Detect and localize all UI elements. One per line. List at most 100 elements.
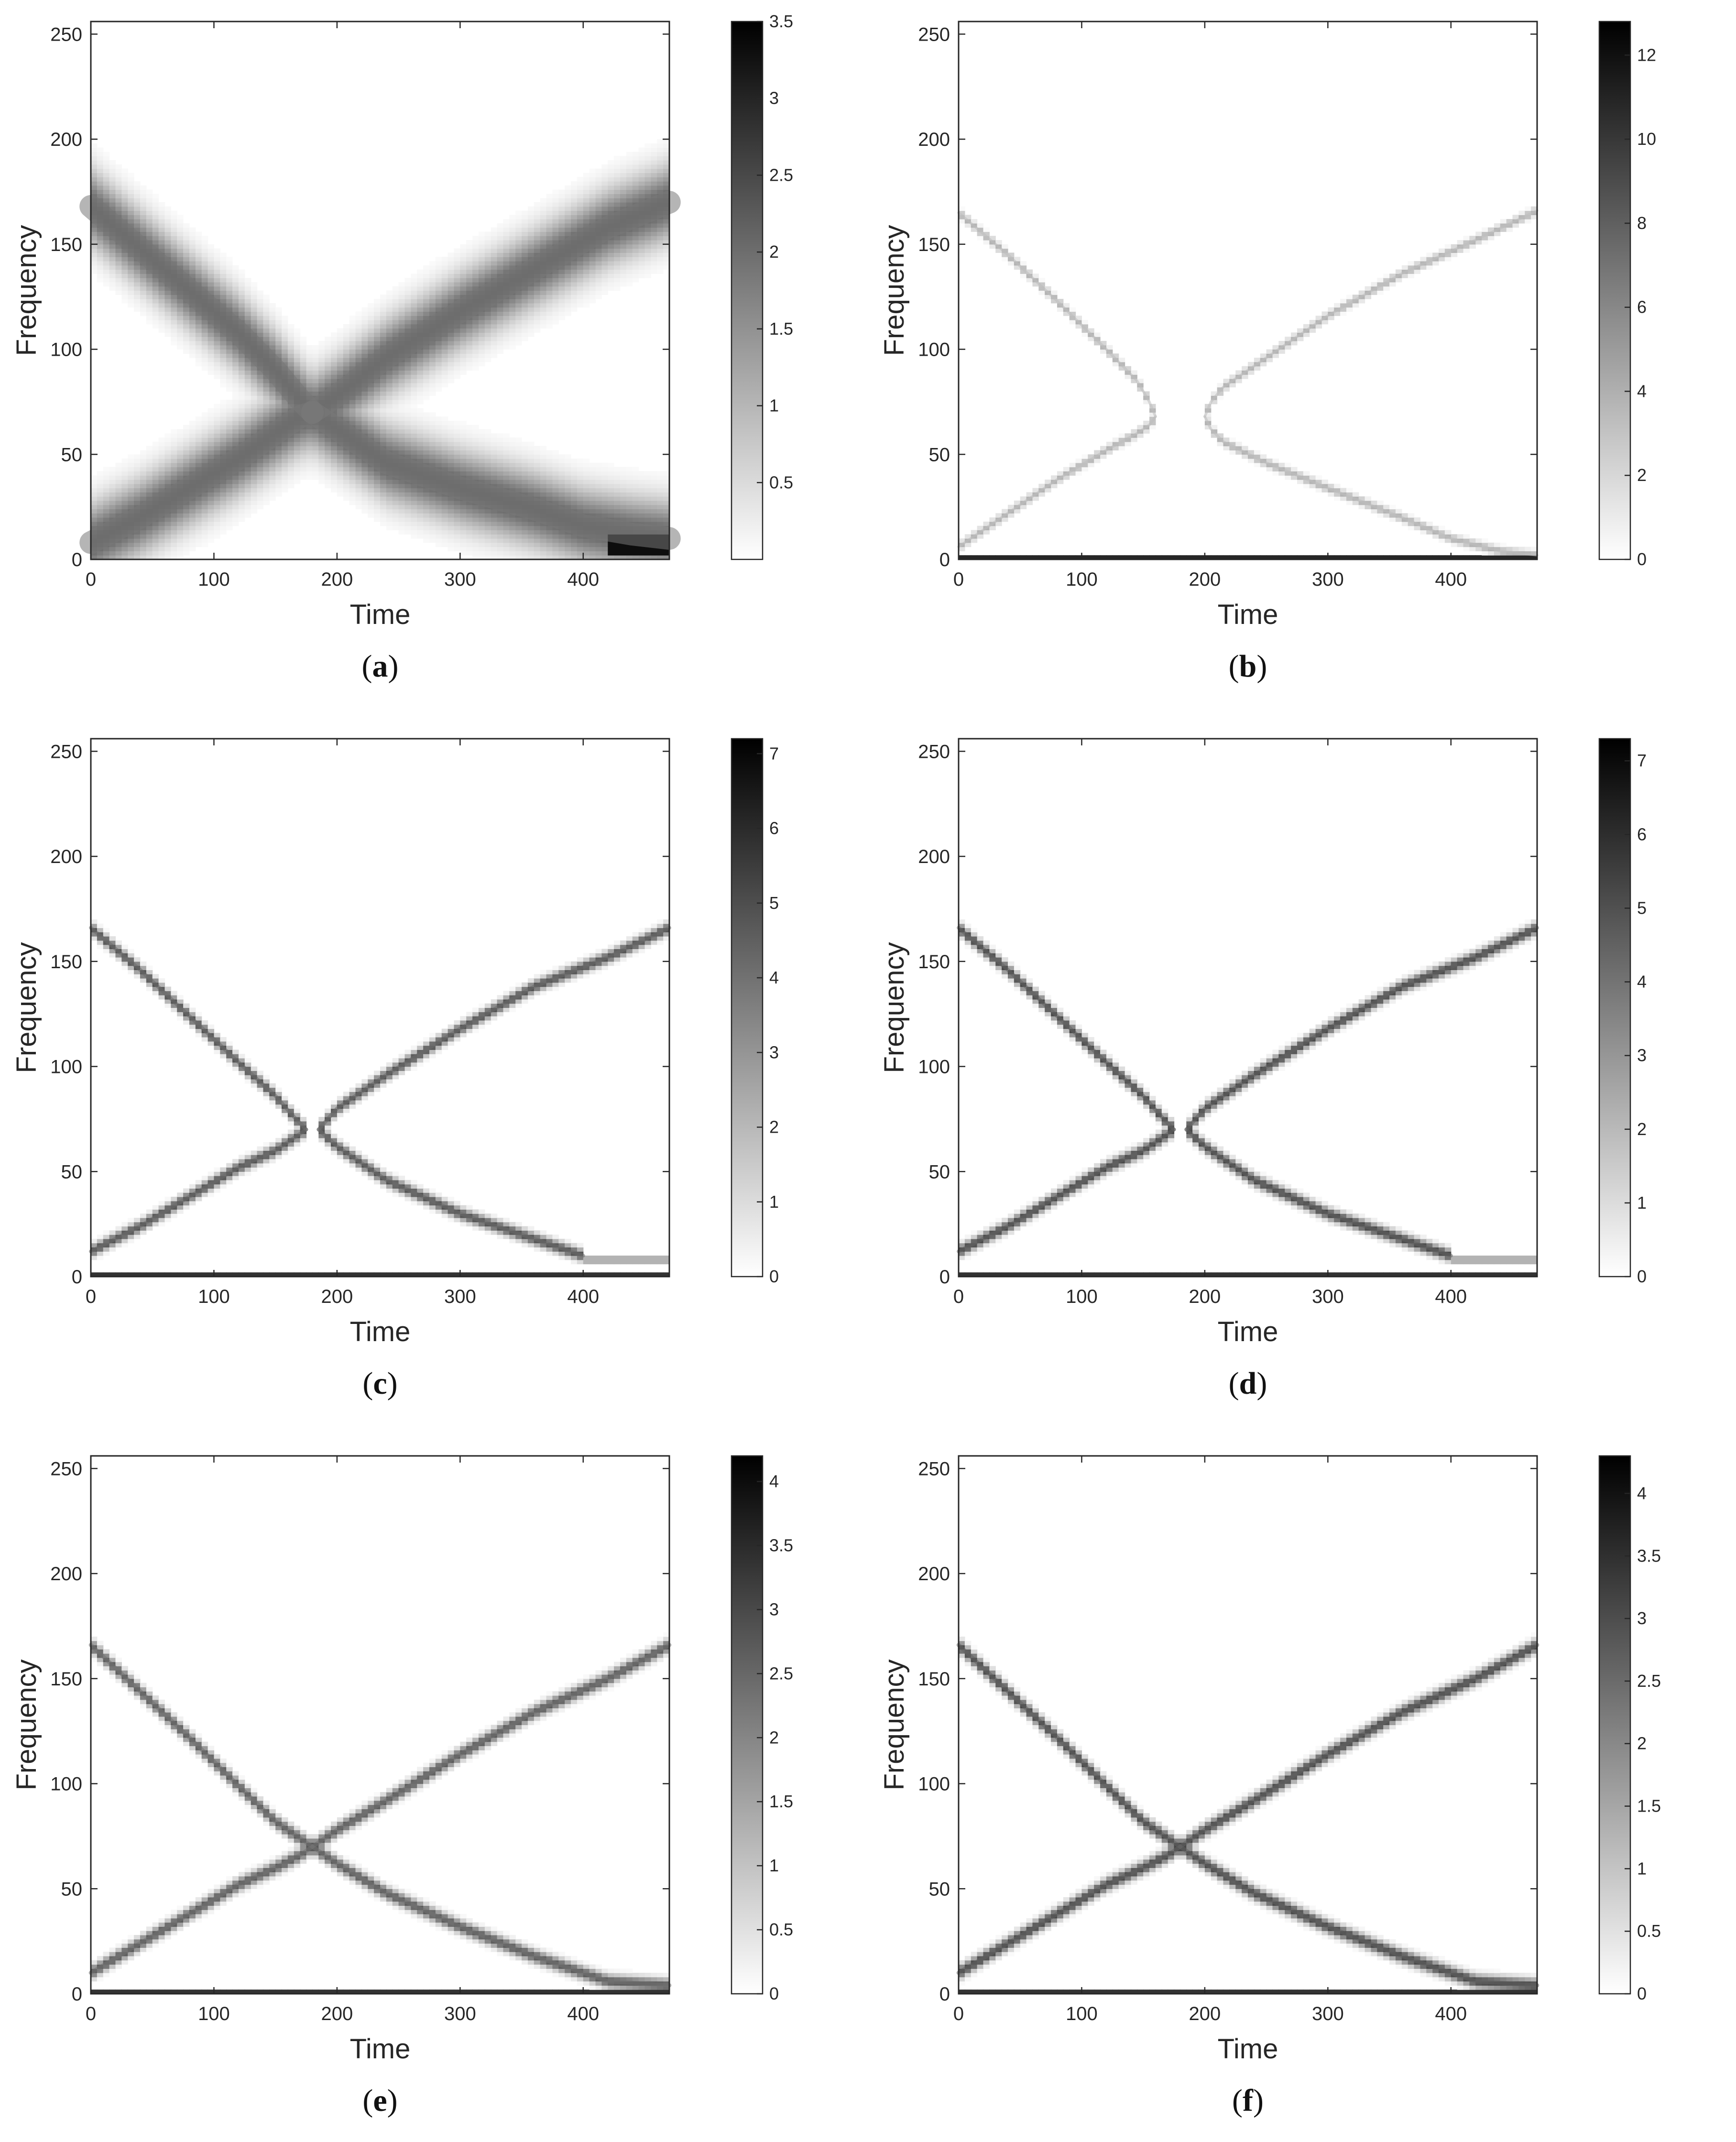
heatmap-cell <box>282 337 288 341</box>
heatmap-cell <box>183 525 190 531</box>
heatmap-cell <box>257 496 264 501</box>
heatmap-cell <box>140 194 147 198</box>
heatmap-cell <box>441 433 448 438</box>
heatmap-cell <box>448 345 455 350</box>
heatmap-cell <box>540 295 547 299</box>
heatmap-cell <box>164 525 171 531</box>
heatmap-cell <box>595 480 602 484</box>
heatmap-cell <box>503 227 510 232</box>
heatmap-cell <box>189 227 196 232</box>
heatmap-cell <box>392 400 399 404</box>
heatmap-cell <box>287 462 295 468</box>
heatmap-cell <box>300 471 307 476</box>
heatmap-cell <box>244 366 251 371</box>
heatmap-cell <box>220 517 227 522</box>
heatmap-cell <box>515 236 522 240</box>
heatmap-cell <box>503 236 510 240</box>
heatmap-cell <box>527 530 535 535</box>
heatmap-cell <box>515 337 522 341</box>
heatmap-cell <box>441 517 448 522</box>
heatmap-cell <box>571 286 578 291</box>
heatmap-cell <box>435 337 442 341</box>
heatmap-cell <box>121 290 128 295</box>
heatmap-cell <box>515 244 522 249</box>
heatmap-cell <box>491 311 498 316</box>
heatmap-cell <box>448 450 455 455</box>
heatmap-cell <box>595 538 602 543</box>
heatmap-cell <box>134 488 141 492</box>
heatmap-cell <box>478 467 485 472</box>
heatmap-cell <box>608 542 614 547</box>
heatmap-cell <box>527 328 535 333</box>
heatmap-cell <box>195 311 202 316</box>
heatmap-cell <box>238 316 245 320</box>
heatmap-cell <box>417 446 424 451</box>
heatmap-cell <box>214 345 220 350</box>
heatmap-cell <box>484 244 491 249</box>
heatmap-cell <box>595 273 602 278</box>
heatmap-cell <box>601 513 608 518</box>
heatmap-cell <box>448 361 455 367</box>
heatmap-cell <box>201 236 208 240</box>
heatmap-cell <box>257 307 264 312</box>
heatmap-cell <box>527 467 535 472</box>
heatmap-cell <box>515 311 522 316</box>
heatmap-cell <box>306 450 313 455</box>
heatmap-cell <box>282 441 288 447</box>
heatmap-cell <box>398 382 405 388</box>
heatmap-cell <box>527 219 535 224</box>
heatmap-cell <box>361 395 368 400</box>
heatmap-cell <box>177 223 184 228</box>
heatmap-cell <box>355 391 362 396</box>
heatmap-cell <box>201 462 208 468</box>
heatmap-cell <box>146 273 153 278</box>
heatmap-cell <box>134 278 141 283</box>
heatmap-cell <box>232 366 239 371</box>
heatmap-cell <box>368 504 374 510</box>
heatmap-cell <box>201 328 208 333</box>
heatmap-cell <box>478 328 485 333</box>
heatmap-cell <box>128 198 134 203</box>
heatmap-cell <box>349 454 356 459</box>
heatmap-cell <box>91 189 98 194</box>
heatmap-cell <box>238 437 245 442</box>
heatmap-cell <box>349 496 356 501</box>
heatmap-cell <box>251 391 258 396</box>
heatmap-cell <box>478 337 485 341</box>
heatmap-cell <box>435 538 442 543</box>
heatmap-cell <box>614 278 621 283</box>
heatmap-cell <box>238 517 245 522</box>
heatmap-cell <box>177 340 184 346</box>
heatmap-cell <box>466 328 473 333</box>
heatmap-cell <box>226 303 233 308</box>
heatmap-cell <box>115 509 122 514</box>
heatmap-cell <box>152 534 159 539</box>
heatmap-cell <box>368 492 374 497</box>
heatmap-cell <box>558 295 565 299</box>
heatmap-cell <box>244 416 251 421</box>
heatmap-cell <box>380 429 387 434</box>
heatmap-cell <box>171 551 177 556</box>
heatmap-cell <box>164 332 171 337</box>
heatmap-cell <box>355 483 362 489</box>
heatmap-cell <box>140 290 147 295</box>
heatmap-cell <box>380 416 387 421</box>
heatmap-cell <box>472 538 479 543</box>
heatmap-cell <box>146 551 153 556</box>
heatmap-cell <box>460 517 467 522</box>
heatmap-cell <box>466 429 473 434</box>
heatmap-cell <box>478 340 485 346</box>
heatmap-cell <box>189 420 196 426</box>
heatmap-cell <box>128 206 134 211</box>
heatmap-cell <box>558 231 565 236</box>
heatmap-cell <box>509 328 516 333</box>
heatmap-cell <box>620 500 627 505</box>
heatmap-cell <box>503 340 510 346</box>
heatmap-cell <box>331 358 338 362</box>
heatmap-cell <box>294 467 301 472</box>
heatmap-cell <box>355 408 362 413</box>
heatmap-cell <box>312 475 319 480</box>
heatmap-cell <box>343 361 350 367</box>
heatmap-cell <box>423 361 430 367</box>
heatmap-cell <box>626 257 633 262</box>
